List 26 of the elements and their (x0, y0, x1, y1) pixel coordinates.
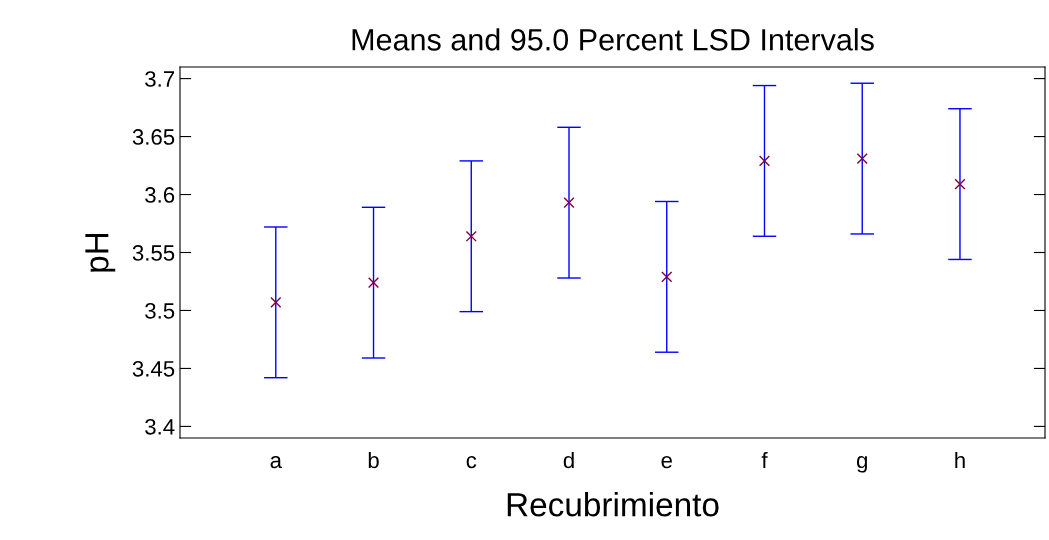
y-tick-label: 3.6 (145, 187, 175, 203)
point (367, 277, 380, 289)
point (661, 271, 673, 283)
chart-title: Means and 95.0 Percent LSD Intervals (352, 28, 874, 51)
point (758, 155, 771, 167)
y-tick-label: 3.7 (145, 71, 175, 87)
point (465, 230, 477, 242)
x-tick-label: f (761, 451, 768, 468)
x-tick-label: g (856, 456, 867, 473)
y-tick-label: 3.5 (145, 303, 175, 319)
point (856, 153, 868, 165)
x-tick-label: d (563, 451, 574, 469)
point (270, 296, 282, 308)
y-tick-label: 3.55 (132, 245, 175, 261)
point (563, 197, 575, 209)
y-axis-title: pH (85, 233, 116, 272)
y-tick-label: 3.45 (132, 360, 175, 377)
point (954, 178, 966, 190)
y-tick-label: 3.4 (145, 418, 175, 435)
x-axis-title: Recubrimiento (507, 492, 719, 517)
y-tick-label: 3.65 (132, 129, 175, 145)
x-tick-label: c (466, 456, 477, 469)
x-tick-label: h (955, 451, 965, 468)
x-tick-label: e (661, 456, 672, 469)
x-tick-label: a (270, 456, 282, 469)
x-tick-label: b (368, 451, 379, 469)
